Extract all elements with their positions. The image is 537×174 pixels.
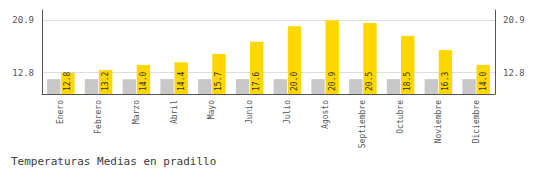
svg-text:Temperaturas Medias en pradill: Temperaturas Medias en pradillo <box>11 155 216 168</box>
svg-text:Junio: Junio <box>245 100 254 124</box>
svg-text:14.0: 14.0 <box>139 72 148 91</box>
svg-text:20.9: 20.9 <box>328 72 337 91</box>
svg-text:14.4: 14.4 <box>177 72 186 91</box>
svg-text:13.2: 13.2 <box>101 72 110 91</box>
svg-text:20.5: 20.5 <box>365 72 374 91</box>
svg-text:Diciembre: Diciembre <box>472 100 481 144</box>
svg-text:12.8: 12.8 <box>12 68 34 78</box>
svg-text:20.9: 20.9 <box>12 15 34 25</box>
svg-text:15.7: 15.7 <box>214 72 223 91</box>
svg-text:17.6: 17.6 <box>252 72 261 91</box>
svg-text:Septiembre: Septiembre <box>358 100 367 148</box>
svg-text:12.8: 12.8 <box>63 72 72 91</box>
svg-text:Febrero: Febrero <box>94 100 103 134</box>
svg-text:14.0: 14.0 <box>479 72 488 91</box>
svg-text:12.8: 12.8 <box>503 68 525 78</box>
svg-text:Mayo: Mayo <box>207 100 216 119</box>
svg-text:20.0: 20.0 <box>290 72 299 91</box>
svg-text:Abril: Abril <box>170 100 179 124</box>
svg-text:20.9: 20.9 <box>503 15 525 25</box>
svg-text:Enero: Enero <box>56 100 65 124</box>
svg-text:18.5: 18.5 <box>403 72 412 91</box>
svg-text:16.3: 16.3 <box>441 72 450 91</box>
svg-text:Noviembre: Noviembre <box>434 100 443 144</box>
svg-text:Julio: Julio <box>283 100 292 124</box>
svg-text:Octubre: Octubre <box>396 100 405 134</box>
svg-text:Marzo: Marzo <box>132 100 141 124</box>
svg-text:Agosto: Agosto <box>321 100 330 129</box>
